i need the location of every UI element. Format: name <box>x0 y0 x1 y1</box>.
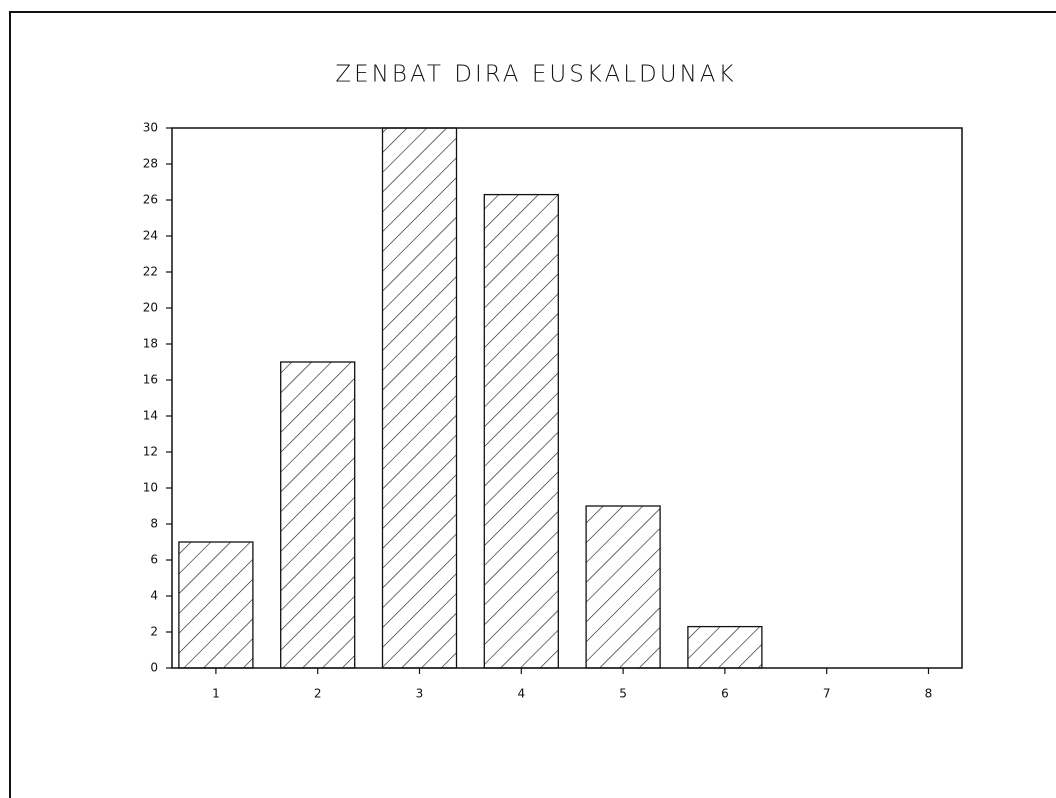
y-tick-label: 6 <box>150 553 158 567</box>
x-tick-label: 2 <box>314 687 322 701</box>
y-tick-label: 16 <box>143 373 158 387</box>
y-tick-label: 8 <box>150 517 158 531</box>
x-tick-label: 3 <box>416 687 424 701</box>
frame <box>9 11 1056 798</box>
x-tick-label: 8 <box>925 687 933 701</box>
y-tick-label: 20 <box>143 301 158 315</box>
bar <box>280 361 356 669</box>
bar <box>178 541 254 669</box>
x-tick-label: 6 <box>721 687 729 701</box>
y-tick-label: 22 <box>143 265 158 279</box>
y-tick-label: 26 <box>143 193 158 207</box>
bar <box>483 193 559 669</box>
x-tick-label: 7 <box>823 687 831 701</box>
y-tick-label: 10 <box>143 481 158 495</box>
y-tick-label: 18 <box>143 337 158 351</box>
bar <box>381 127 458 669</box>
y-tick-label: 12 <box>143 445 158 459</box>
y-tick-label: 30 <box>143 121 158 135</box>
bar <box>585 505 661 669</box>
x-tick-label: 1 <box>212 687 220 701</box>
y-tick-label: 14 <box>143 409 158 423</box>
x-tick-label: 4 <box>517 687 525 701</box>
y-tick-label: 24 <box>143 229 158 243</box>
chart-title: ZENBAT DIRA EUSKALDUNAK <box>335 62 736 88</box>
y-tick-label: 4 <box>150 589 158 603</box>
x-tick-label: 5 <box>619 687 627 701</box>
plot-area <box>171 127 963 669</box>
y-tick-label: 0 <box>150 661 158 675</box>
bar <box>687 625 763 669</box>
y-tick-label: 2 <box>150 625 158 639</box>
y-tick-label: 28 <box>143 157 158 171</box>
